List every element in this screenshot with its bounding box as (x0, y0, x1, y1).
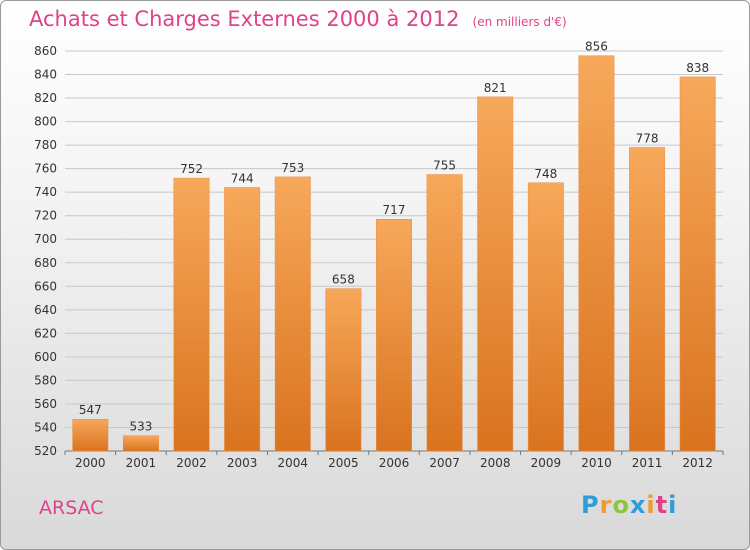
value-label: 752 (180, 162, 203, 176)
y-tick-label: 580 (34, 373, 57, 387)
y-tick-label: 780 (34, 138, 57, 152)
y-tick-label: 620 (34, 326, 57, 340)
y-tick-label: 540 (34, 420, 57, 434)
bar-2011 (629, 147, 666, 452)
value-label: 753 (281, 161, 304, 175)
x-tick-label: 2005 (328, 456, 359, 470)
bar-2000 (72, 418, 109, 452)
bar-2001 (122, 435, 159, 452)
bar-2012 (679, 76, 716, 452)
x-tick-label: 2000 (75, 456, 106, 470)
y-tick-label: 760 (34, 162, 57, 176)
chart-title: Achats et Charges Externes 2000 à 2012 (… (29, 7, 567, 31)
x-tick-label: 2007 (429, 456, 460, 470)
x-axis: 2000 2001 2002 2003 2004 2005 2006 2007 2008 2009… (64, 451, 724, 470)
bars (72, 55, 716, 452)
x-tick-label: 2008 (480, 456, 511, 470)
bar-2004 (274, 176, 311, 452)
chart-title-main: Achats et Charges Externes 2000 à 2012 (29, 7, 460, 31)
x-tick-label: 2006 (379, 456, 410, 470)
city-name: ARSAC (39, 497, 104, 519)
chart-unit: (en milliers d'€) (472, 15, 567, 29)
value-label: 547 (79, 403, 102, 417)
bar-2005 (325, 288, 362, 452)
x-tick-label: 2002 (176, 456, 207, 470)
x-tick-label: 2012 (682, 456, 713, 470)
y-tick-label: 840 (34, 68, 57, 82)
logo-letter: t (655, 491, 669, 519)
value-label: 658 (332, 273, 355, 287)
x-tick-label: 2009 (531, 456, 562, 470)
y-tick-label: 700 (34, 232, 57, 246)
value-label: 778 (636, 131, 659, 145)
bar-2003 (224, 187, 261, 452)
logo-letter: r (599, 491, 613, 519)
x-tick-label: 2010 (581, 456, 612, 470)
y-tick-label: 860 (34, 44, 57, 58)
bar-2008 (477, 96, 514, 452)
logo-letter: x (629, 491, 647, 519)
bar-2007 (426, 174, 463, 452)
x-tick-label: 2003 (227, 456, 258, 470)
bar-2010 (578, 55, 615, 452)
value-label: 838 (686, 61, 709, 75)
y-axis: 520 540 560 580 600 620 640 660 680 700 720 740 760 7… (34, 44, 723, 458)
logo-letter: P (581, 491, 600, 519)
x-tick-label: 2011 (632, 456, 663, 470)
logo-letter: i (646, 491, 656, 519)
bar-2009 (527, 182, 564, 452)
bar-2006 (376, 218, 412, 452)
y-tick-label: 820 (34, 91, 57, 105)
y-tick-label: 660 (34, 279, 57, 293)
value-label: 744 (231, 171, 254, 185)
value-label: 856 (585, 40, 608, 54)
y-tick-label: 520 (34, 444, 57, 458)
x-tick-label: 2004 (277, 456, 308, 470)
bar-2002 (173, 177, 210, 452)
y-tick-label: 640 (34, 303, 57, 317)
y-tick-label: 560 (34, 397, 57, 411)
value-label: 748 (534, 167, 557, 181)
y-tick-label: 600 (34, 350, 57, 364)
y-tick-label: 680 (34, 256, 57, 270)
value-label: 717 (383, 203, 406, 217)
y-tick-label: 740 (34, 185, 57, 199)
logo-letter: i (668, 491, 678, 519)
proxiti-logo[interactable]: Proxiti (581, 491, 677, 519)
y-tick-label: 720 (34, 209, 57, 223)
y-tick-label: 800 (34, 115, 57, 129)
logo-letter: o (612, 491, 630, 519)
value-labels: 547 533 752 744 753 658 717 755 821 748 856 778 838 (79, 40, 709, 434)
value-label: 755 (433, 159, 456, 173)
value-label: 821 (484, 81, 507, 95)
x-tick-label: 2001 (126, 456, 157, 470)
value-label: 533 (129, 420, 152, 434)
